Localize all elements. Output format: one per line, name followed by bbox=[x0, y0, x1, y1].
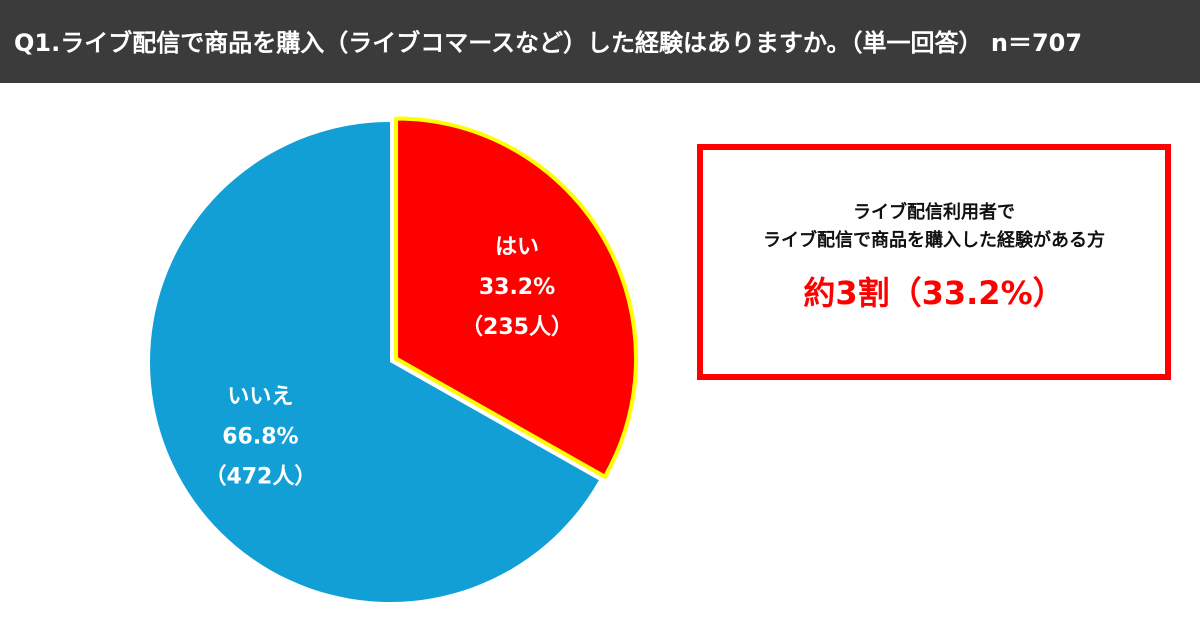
callout-box bbox=[697, 144, 1171, 380]
slice-label: いいえ bbox=[227, 385, 293, 410]
slice-count-label: （472人） bbox=[204, 465, 316, 490]
slice-count-label: （235人） bbox=[461, 315, 573, 340]
pie-slice bbox=[150, 122, 599, 602]
callout-text: ライブ配信利用者で bbox=[853, 201, 1015, 223]
slice-label: はい bbox=[495, 235, 539, 260]
title-bar bbox=[0, 0, 1200, 83]
slice-value-label: 33.2% bbox=[479, 275, 555, 300]
callout-text: ライブ配信で商品を購入した経験がある方 bbox=[763, 229, 1105, 251]
pie-slice bbox=[394, 116, 639, 479]
callout-highlight: 約3割（33.2%） bbox=[803, 274, 1064, 312]
slice-value-label: 66.8% bbox=[222, 425, 298, 450]
chart-title: Q1.ライブ配信で商品を購入（ライブコマースなど）した経験はありますか。（単一回… bbox=[14, 29, 1082, 57]
